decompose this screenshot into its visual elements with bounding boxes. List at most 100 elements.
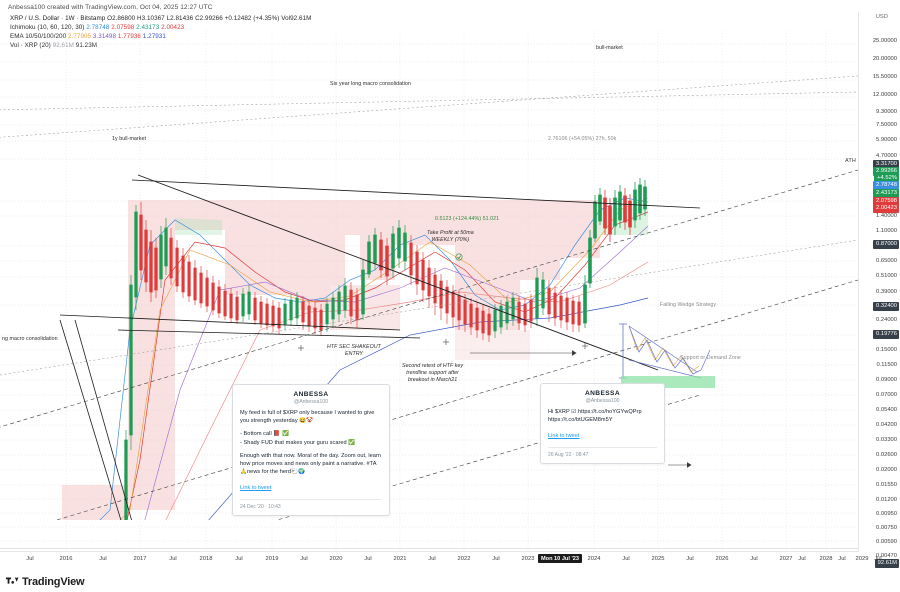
tweet-divider [240,499,382,501]
price-tick: 15.50000 [872,74,897,80]
six-year-consolidation-label[interactable]: Six year long macro consolidation [330,81,411,87]
time-tick: 2028 [819,556,833,562]
price-tick: 0.02600 [876,452,897,458]
ichimoku-tenkan-label[interactable]: 2.78748 [873,181,899,190]
tweet-link[interactable]: Link to tweet [240,485,272,492]
tradingview-wordmark: TradingView [22,576,85,588]
support-zone-label[interactable]: Support or Demand Zone [680,355,741,361]
tweet-author-handle[interactable]: @Anbessa100 [585,398,620,404]
volume-indicator-name[interactable]: Vol · XRP (20) [10,42,51,49]
tweet-body: My feed is full of $XRP only because I w… [240,409,382,476]
legend-ohlc-row[interactable]: XRP / U.S. Dollar · 1W · Bitstamp O2.868… [10,14,311,23]
macro-consolidation-left-label[interactable]: ng macro consolidation [2,336,58,342]
tweet-card-right[interactable]: ANBESSA @Anbessa100 Hi $XRP ☑ https://t.co… [540,383,665,465]
open-label: O [107,15,113,22]
price-tick: 0.51000 [876,273,897,279]
volume-indicator-value-1: 92.61M [52,42,74,49]
price-tick: 0.07000 [876,392,897,398]
last-price-label[interactable]: 2.99266 [873,167,899,176]
ath-print-label[interactable]: 2.76106 (+54.05%) 27h, 50k [548,136,617,142]
high-value: 3.10367 [141,15,165,22]
price-scale-currency: USD [875,14,888,20]
price-scale[interactable]: USD 25.00000 20.00000 15.50000 12.00000 9.30… [845,12,900,568]
level-0-198-label[interactable]: 0.19776 [873,330,899,339]
ichimoku-span-a-label[interactable]: 2.43173 [873,189,899,198]
second-retest-label[interactable]: Second retest of HTF key trendline suppo… [402,363,464,383]
time-tick: Jul [235,556,243,562]
time-tick: 2022 [457,556,471,562]
price-tick: 0.00750 [876,525,897,531]
attribution-text: Anbessa100 created with TradingView.com,… [8,4,213,11]
time-tick: Jul [492,556,500,562]
time-scale[interactable]: Jul 2016 Jul 2017 Jul 2018 Jul 2019 Jul 2020 Jul 20… [0,551,882,571]
time-tick: Jul [169,556,177,562]
level-0-87-label[interactable]: 0.87000 [873,240,899,249]
symbol-label[interactable]: XRP / U.S. Dollar · 1W · Bitstamp [10,15,106,22]
level-0-324-label[interactable]: 0.32400 [873,302,899,311]
ichimoku-span-b-label[interactable]: 2.00423 [873,204,899,213]
candlesticks [124,178,647,520]
take-profit-label[interactable]: Take Profit at 50ma WEEKLY (70%) [427,230,474,243]
tweet-paragraph: - Bottom call 📕 ✅ - Shady FUD that makes… [240,431,356,446]
chart-svg [0,25,863,575]
time-tick: Jul [26,556,34,562]
price-tick: 0.39000 [876,289,897,295]
volume-value-label[interactable]: 92.61M [874,559,899,568]
crosshair-date-badge[interactable]: Mon 10 Jul '23 [537,554,583,563]
time-tick: Jul [364,556,372,562]
legend-volume-row[interactable]: Vol · XRP (20) 92.61M 91.23M [10,41,311,50]
time-tick: 2020 [329,556,343,562]
falling-wedge-label[interactable]: Falling Wedge Strategy [660,302,717,308]
time-tick: 2025 [651,556,665,562]
macro-lines-dotted [0,75,858,376]
tweet-link[interactable]: Link to tweet [548,433,580,440]
last-change-label[interactable]: +4.52% [874,174,899,183]
price-tick: 0.01550 [876,482,897,488]
time-tick: Jul [874,556,882,562]
ema-value-3: 1.77936 [117,33,141,40]
legend-ichimoku-row[interactable]: Ichimoku (10, 60, 120, 30) 2.78748 2.075… [10,23,311,32]
tweet-author-handle[interactable]: @Anbessa100 [293,399,329,405]
tweet-header: ANBESSA @Anbessa100 [548,390,657,404]
ichimoku-value-3: 2.43173 [136,24,160,31]
bull-market-top-label[interactable]: bull-market [596,45,623,51]
tweet-timestamp: 24 Dec '20 · 10:43 [240,504,281,511]
ichimoku-value-1: 2.78748 [86,24,110,31]
time-tick: Jul [798,556,806,562]
ichimoku-kijun-label[interactable]: 2.07598 [873,197,899,206]
volume-value: 92.61M [290,15,312,22]
price-tick: 9.30000 [876,109,897,115]
legend-ema-row[interactable]: EMA 10/50/100/200 2.77905 3.31498 1.7793… [10,32,311,41]
price-tick: 0.00470 [876,553,897,559]
chart-plot-area[interactable] [0,25,863,575]
tradingview-logo[interactable]: TradingView [6,576,85,588]
arrow-markers [470,350,692,468]
time-tick: 2024 [587,556,601,562]
ema50-price-label[interactable]: 3.31700 [873,160,899,169]
tweet-divider [548,447,657,449]
ichimoku-name[interactable]: Ichimoku (10, 60, 120, 30) [10,24,85,31]
ema-name[interactable]: EMA 10/50/100/200 [10,33,67,40]
trendlines-solid [59,174,701,371]
price-tick: 4.70000 [876,153,897,159]
price-tick: 0.24000 [876,317,897,323]
time-tick: 2016 [59,556,73,562]
fib-level-label[interactable]: 0.5123 (+124.44%) 51.021 [435,216,500,222]
price-tick: 0.01200 [876,497,897,503]
tweet-author-name: ANBESSA [584,390,621,397]
time-tick: 2026 [715,556,729,562]
time-tick: Jul [622,556,630,562]
price-tick: 0.04200 [876,422,897,428]
price-tick: 0.03300 [876,437,897,443]
tweet-card-left[interactable]: ANBESSA @Anbessa100 My feed is full of $XR… [232,384,390,517]
price-tick: 12.00000 [872,92,897,98]
bull-market-left-label[interactable]: 1y bull-market [112,136,146,142]
fib-marker [455,253,463,261]
descending-support-line [59,319,132,520]
htf-sec-shakeout-label[interactable]: HTF SEC SHAKEOUT ENTRY [327,344,381,357]
price-tick: 5.90000 [876,137,897,143]
low-value: 2.81436 [170,15,194,22]
time-tick: 2021 [393,556,407,562]
close-value: 2.99266 [199,15,223,22]
time-tick: Jul [686,556,694,562]
